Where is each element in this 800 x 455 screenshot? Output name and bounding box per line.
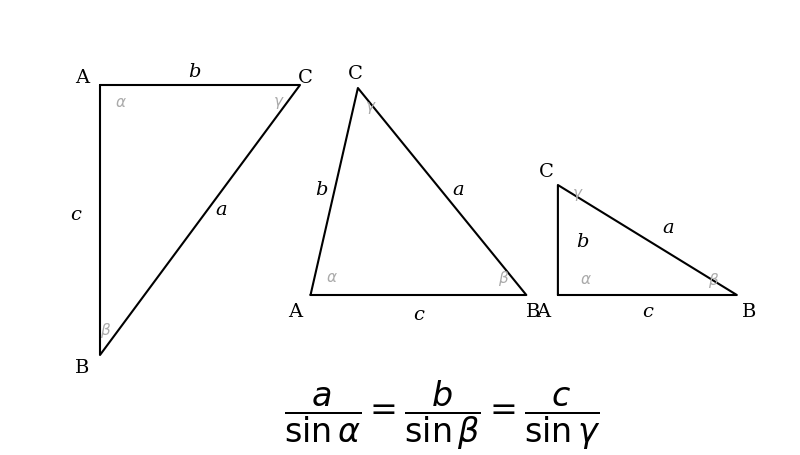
Text: c: c: [70, 206, 82, 224]
Text: B: B: [75, 359, 90, 377]
Text: $\gamma$: $\gamma$: [273, 95, 285, 111]
Text: $\alpha$: $\alpha$: [326, 271, 338, 285]
Text: $\beta$: $\beta$: [708, 271, 719, 289]
Text: $\gamma$: $\gamma$: [572, 187, 584, 203]
Text: $\beta$: $\beta$: [498, 268, 509, 288]
Text: a: a: [452, 181, 464, 199]
Text: c: c: [642, 303, 653, 321]
Text: C: C: [298, 69, 313, 87]
Text: b: b: [576, 233, 588, 251]
Text: C: C: [539, 163, 554, 181]
Text: c: c: [414, 306, 424, 324]
Text: C: C: [348, 65, 363, 83]
Text: $\dfrac{a}{\sin \alpha} = \dfrac{b}{\sin \beta} = \dfrac{c}{\sin \gamma}$: $\dfrac{a}{\sin \alpha} = \dfrac{b}{\sin…: [284, 378, 600, 452]
Text: $\alpha$: $\alpha$: [580, 273, 592, 287]
Text: b: b: [315, 181, 327, 199]
Text: $\alpha$: $\alpha$: [115, 96, 127, 110]
Text: B: B: [526, 303, 540, 321]
Text: A: A: [288, 303, 302, 321]
Text: $\gamma$: $\gamma$: [365, 100, 376, 116]
Text: B: B: [742, 303, 757, 321]
Text: A: A: [75, 69, 89, 87]
Text: a: a: [662, 219, 674, 237]
Text: $\beta$: $\beta$: [100, 320, 111, 339]
Text: a: a: [215, 201, 227, 219]
Text: b: b: [189, 63, 201, 81]
Text: A: A: [536, 303, 550, 321]
